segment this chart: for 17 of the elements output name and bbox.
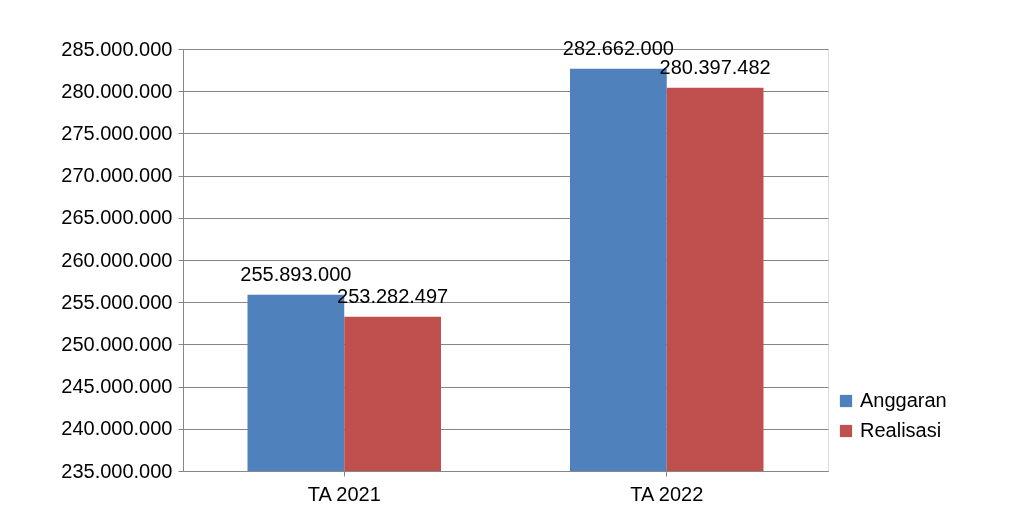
y-tick-label: 285.000.000 xyxy=(61,37,173,60)
legend-label: Realisasi xyxy=(860,419,942,441)
x-tick-label: TA 2022 xyxy=(630,482,704,505)
y-tick-label: 245.000.000 xyxy=(61,375,173,398)
x-tick-label: TA 2021 xyxy=(307,482,381,505)
data-label: 255.893.000 xyxy=(240,262,352,285)
y-tick-label: 250.000.000 xyxy=(61,332,173,355)
data-label: 253.282.497 xyxy=(337,284,449,307)
y-tick-label: 275.000.000 xyxy=(61,121,173,144)
legend-label: Anggaran xyxy=(860,389,947,411)
y-tick-label: 235.000.000 xyxy=(61,459,173,482)
y-tick-label: 255.000.000 xyxy=(61,290,173,313)
y-tick-label: 260.000.000 xyxy=(61,248,173,271)
y-tick-label: 280.000.000 xyxy=(61,79,173,102)
y-tick-label: 240.000.000 xyxy=(61,417,173,440)
y-tick-label: 270.000.000 xyxy=(61,164,173,187)
y-tick-label: 265.000.000 xyxy=(61,206,173,229)
